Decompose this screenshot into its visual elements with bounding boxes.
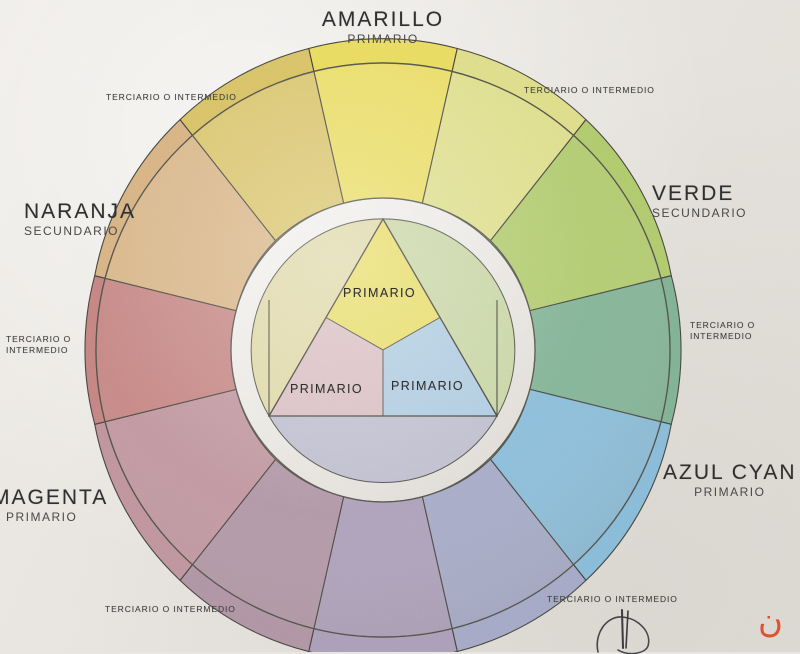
tertiary-label-bottom-right: TERCIARIO O INTERMEDIO <box>547 594 678 605</box>
tertiary-label-top-left: TERCIARIO O INTERMEDIO <box>106 92 237 103</box>
tertiary-label-bottom-left: TERCIARIO O INTERMEDIO <box>105 604 236 615</box>
inner-label-primario-cyan: PRIMARIO <box>391 379 465 393</box>
label-azul-cyan: AZUL CYAN PRIMARIO <box>663 461 797 499</box>
tertiary-label-right-line1: TERCIARIO O <box>690 320 756 330</box>
label-magenta-type: PRIMARIO <box>6 509 78 524</box>
label-azul-cyan-type: PRIMARIO <box>694 484 766 499</box>
label-magenta: MAGENTA PRIMARIO <box>0 486 108 524</box>
label-naranja-name: NARANJA <box>24 200 137 223</box>
tertiary-label-top-right: TERCIARIO O INTERMEDIO <box>524 85 655 96</box>
tertiary-label-left-line1: TERCIARIO O <box>6 334 72 344</box>
label-verde: VERDE SECUNDARIO <box>652 182 747 220</box>
label-naranja-type: SECUNDARIO <box>24 223 120 238</box>
label-verde-type: SECUNDARIO <box>652 205 748 220</box>
label-amarillo-name: AMARILLO <box>321 8 445 31</box>
tertiary-label-bottom-left-line1: TERCIARIO O INTERMEDIO <box>105 604 236 614</box>
tertiary-label-right-line2: INTERMEDIO <box>690 331 753 342</box>
handwritten-signature <box>596 609 650 654</box>
label-magenta-name: MAGENTA <box>0 486 109 509</box>
tertiary-label-bottom-right-line1: TERCIARIO O INTERMEDIO <box>547 594 678 604</box>
inner-label-primario-amarillo: PRIMARIO <box>343 286 417 300</box>
label-verde-name: VERDE <box>652 182 735 205</box>
label-naranja: NARANJA SECUNDARIO <box>24 200 136 238</box>
tertiary-label-left-line2: INTERMEDIO <box>6 345 69 356</box>
wheel-shading <box>96 63 670 637</box>
tertiary-label-right: TERCIARIO O INTERMEDIO <box>690 320 755 343</box>
arabic-mark: ن <box>758 601 783 641</box>
tertiary-label-left: TERCIARIO O INTERMEDIO <box>6 334 71 357</box>
tertiary-label-top-right-line1: TERCIARIO O INTERMEDIO <box>524 85 655 95</box>
inner-label-primario-magenta: PRIMARIO <box>290 382 364 396</box>
label-amarillo-type: PRIMARIO <box>347 31 419 46</box>
label-azul-cyan-name: AZUL CYAN <box>663 461 797 484</box>
tertiary-label-top-left-line1: TERCIARIO O INTERMEDIO <box>106 92 237 102</box>
label-amarillo: AMARILLO PRIMARIO <box>322 8 444 46</box>
